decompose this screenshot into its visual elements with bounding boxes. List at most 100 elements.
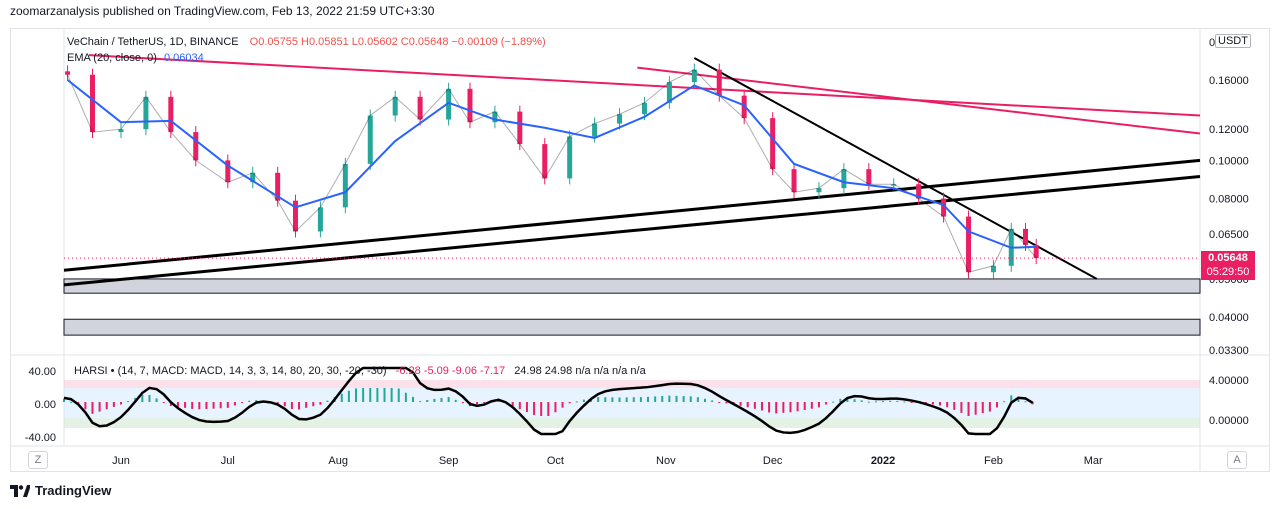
harsi-histogram-bar [554,402,557,413]
harsi-histogram-bar [518,402,521,410]
currency-badge[interactable]: USDT [1215,34,1251,48]
time-tick-label: Aug [328,455,348,467]
harsi-histogram-bar [575,401,578,403]
candle-body [1033,244,1039,259]
time-tick-label: Jul [221,455,235,467]
harsi-histogram-bar [639,397,642,402]
harsi-histogram-bar [191,402,194,409]
support-zone [63,278,1201,294]
harsi-histogram-bar [433,398,436,402]
harsi-histogram-bar [931,402,934,405]
candle-body [342,163,348,208]
harsi-histogram-bar [974,402,977,415]
candle-body [317,207,323,232]
candle-body [941,198,947,217]
harsi-histogram-bar [817,402,820,408]
harsi-histogram-bar [718,402,721,403]
candle-body [446,88,452,120]
harsi-histogram-bar [454,399,457,402]
zoom-button[interactable]: Z [28,451,48,469]
harsi-histogram-bar [1024,401,1027,403]
harsi-histogram-bar [882,401,885,403]
candle-body [666,82,672,103]
candle-body [65,71,71,75]
harsi-oscillator-line [63,366,1034,436]
candle-body [118,129,124,133]
time-tick-label: 2022 [871,455,895,467]
harsi-histogram-bar [404,392,407,402]
harsi-histogram-bar [711,400,714,402]
candle-body [990,265,996,273]
harsi-histogram-bar [803,402,806,411]
tradingview-footer[interactable]: TradingView [10,483,111,498]
candle-body [770,118,776,170]
harsi-histogram-bar [127,401,130,403]
harsi-histogram-bar [910,402,913,403]
candle-body [816,188,822,193]
harsi-histogram-bar [355,388,358,402]
harsi-histogram-bar [219,402,222,409]
harsi-histogram-bar [290,402,293,410]
candle-body [89,74,95,133]
harsi-histogram-bar [874,401,877,403]
candle-body [791,169,797,193]
trendline [63,158,1201,272]
harsi-histogram-bar [775,402,778,414]
harsi-histogram-bar [155,398,158,402]
harsi-histogram-bar [383,388,386,402]
price-tick-label: 0 [1209,37,1215,49]
auto-scale-button[interactable]: A [1227,451,1247,469]
tradingview-logo-icon [10,484,30,497]
candle-body [225,160,231,183]
harsi-histogram-bar [682,396,685,402]
harsi-histogram-bar [419,401,422,403]
harsi-histogram-bar [632,397,635,402]
time-tick-label: Sep [439,455,459,467]
candle-body [641,102,647,115]
harsi-histogram-bar [169,402,172,406]
candle-body [250,172,256,183]
support-zone [63,318,1201,336]
harsi-histogram-bar [63,398,65,402]
harsi-histogram-bar [832,401,835,403]
harsi-histogram-bar [525,402,528,412]
harsi-histogram-bar [340,393,343,402]
harsi-histogram-bar [768,402,771,413]
candle-body [891,184,897,186]
harsi-histogram-bar [497,400,500,402]
harsi-histogram-bar [119,402,122,405]
harsi-histogram-bar [305,402,308,408]
harsi-histogram-bar [511,402,514,407]
harsi-histogram-bar [704,398,707,402]
harsi-right-tick-label: 4.00000 [1209,375,1249,387]
publish-header: zoomarzanalysis published on TradingView… [10,4,435,18]
harsi-histogram-bar [654,396,657,402]
harsi-histogram-bar [597,397,600,402]
harsi-histogram-bar [846,397,849,402]
time-tick-label: Mar [1084,455,1103,467]
harsi-histogram-bar [939,402,942,406]
harsi-histogram-bar [198,402,201,410]
price-tick-label: 0.12000 [1209,124,1249,136]
harsi-histogram-bar [319,402,322,405]
harsi-neg-values: -6.28 -5.09 -9.06 -7.17 [395,365,506,377]
countdown-tag: 05:29:50 [1201,265,1255,280]
harsi-histogram-bar [184,402,187,408]
harsi-histogram-bar [853,399,856,402]
harsi-histogram-bar [810,402,813,409]
harsi-histogram-bar [411,396,414,402]
harsi-histogram-bar [903,401,906,403]
candle-body [567,136,573,179]
harsi-histogram-bar [561,402,564,408]
harsi-histogram-bar [618,397,621,402]
harsi-histogram-bar [867,401,870,403]
harsi-histogram-bar [760,402,763,411]
price-tick-label: 0.08000 [1209,194,1249,206]
harsi-histogram-bar [960,402,963,413]
trendline [88,54,1201,117]
harsi-histogram-bar [376,388,379,402]
harsi-histogram-bar [326,400,329,402]
candle-body [143,96,149,130]
harsi-histogram-bar [746,402,749,408]
